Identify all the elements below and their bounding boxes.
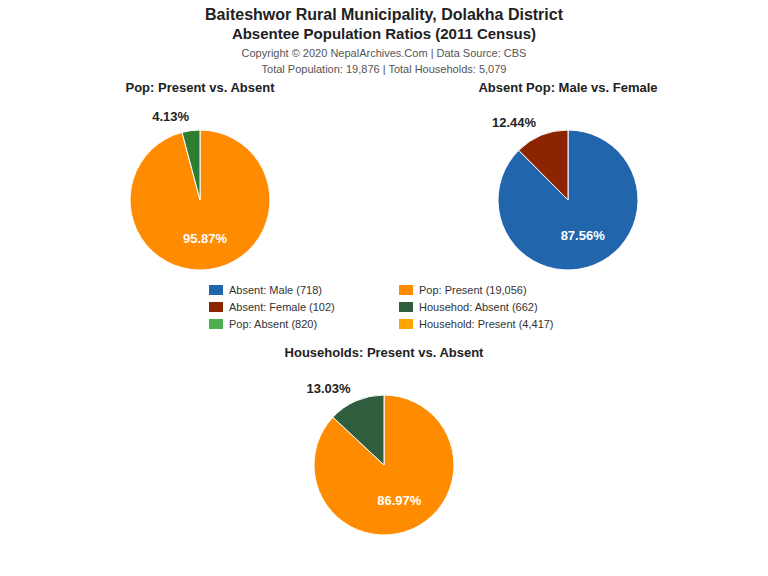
legend: Absent: Male (718) Absent: Female (102) Po… [209,284,554,330]
annotation: Copyright © 2020 NepalArchives.Com | Dat… [242,47,527,59]
data-label: 4.13% [152,109,189,124]
data-label: 87.56% [561,228,606,243]
pie-title: Households: Present vs. Absent [285,345,485,360]
pie-title: Pop: Present vs. Absent [125,80,275,95]
chart: Baiteshwor Rural Municipality, Dolakha D… [0,0,768,576]
pie-slice [519,130,568,200]
legend-swatch [209,285,223,295]
pie: Pop: Present vs. Absent 95.87% 4.13% [125,80,275,270]
slices [498,130,638,270]
legend-item: Absent: Female (102) [209,301,335,313]
data-label: 95.87% [183,231,228,246]
legend-item: Absent: Male (718) [209,284,322,296]
legend-label: Household: Present (4,417) [419,318,554,330]
pie: Households: Present vs. Absent 86.97% 13.0… [285,345,485,535]
legend-swatch [209,319,223,329]
legend-label: Pop: Absent (820) [229,318,317,330]
legend-swatch [399,319,413,329]
data-label: 12.44% [492,115,537,130]
pie-title: Absent Pop: Male vs. Female [478,80,657,95]
legend-swatch [399,285,413,295]
pie-slice [130,130,270,270]
title: Baiteshwor Rural Municipality, Dolakha D… [205,6,564,23]
pie-slice [314,395,454,535]
legend-item: Pop: Present (19,056) [399,284,527,296]
slices [314,395,454,535]
legend-item: Pop: Absent (820) [209,318,317,330]
legend-label: Pop: Present (19,056) [419,284,527,296]
pie-slice [182,130,200,200]
pie-slice [498,130,638,270]
data-label: 86.97% [377,493,422,508]
pie: Absent Pop: Male vs. Female 87.56% 12.44% [478,80,657,270]
legend-swatch [209,302,223,312]
annotation: Total Population: 19,876 | Total Househo… [262,63,507,75]
legend-item: Household: Present (4,417) [399,318,554,330]
data-label: 13.03% [306,380,351,395]
pie-slice [333,395,384,465]
subtitle: Absentee Population Ratios (2011 Census) [232,25,536,42]
legend-label: Absent: Male (718) [229,284,322,296]
legend-item: Househod: Absent (662) [399,301,538,313]
slices [130,130,270,270]
legend-label: Absent: Female (102) [229,301,335,313]
legend-swatch [399,302,413,312]
legend-label: Househod: Absent (662) [419,301,538,313]
header: Baiteshwor Rural Municipality, Dolakha D… [205,6,564,75]
